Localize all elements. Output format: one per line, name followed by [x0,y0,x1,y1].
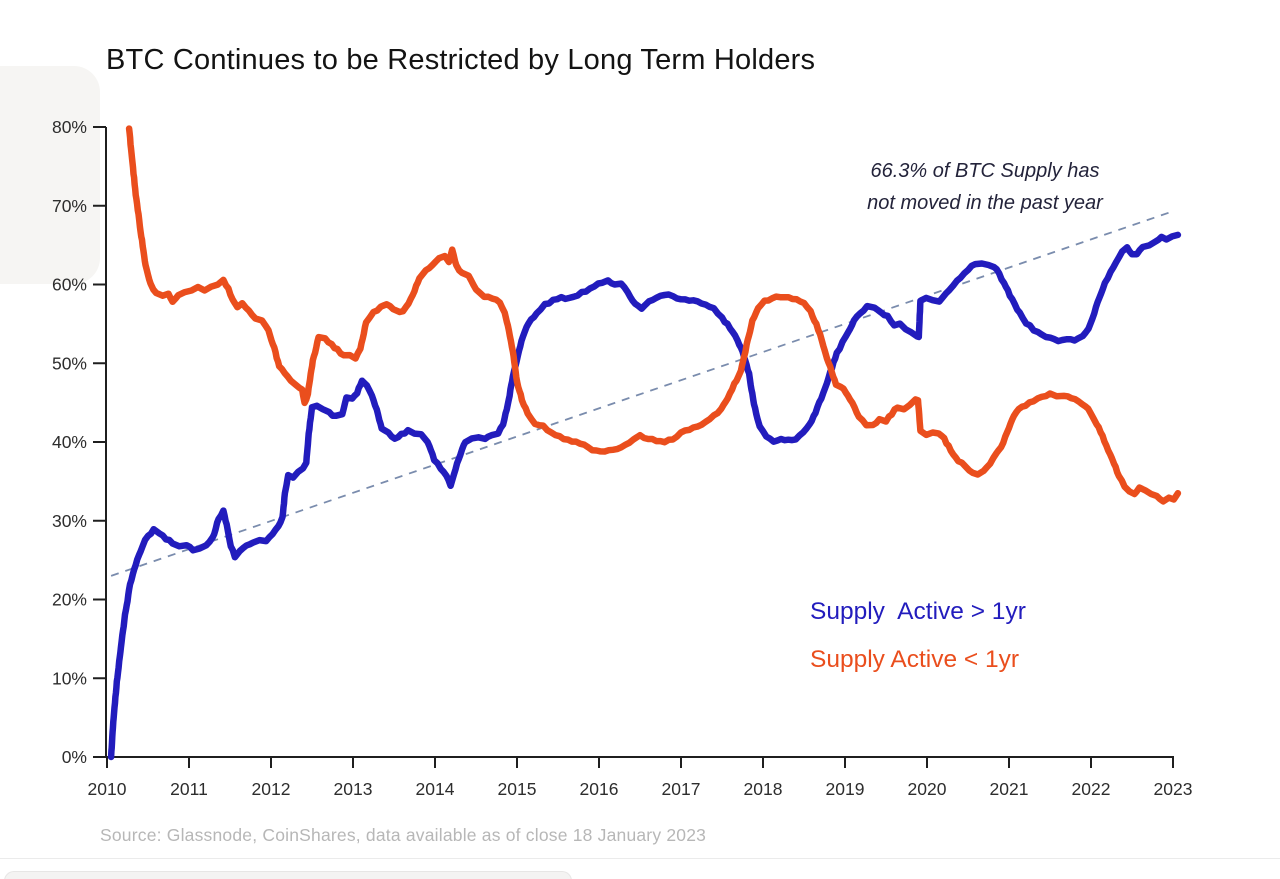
x-tick-label: 2012 [252,779,291,799]
annotation-line-1: 66.3% of BTC Supply has [870,160,1100,182]
y-tick-label: 20% [52,590,87,610]
x-tick-label: 2014 [416,779,455,799]
x-tick-label: 2022 [1072,779,1111,799]
trend-dashed-line [110,210,1174,577]
x-tick-label: 2010 [88,779,127,799]
y-tick-label: 10% [52,668,87,688]
supply-active-gt-1yr-line [107,231,1182,761]
x-tick-label: 2013 [334,779,373,799]
x-tick-label: 2021 [990,779,1029,799]
y-tick-label: 40% [52,432,87,452]
y-tick-label: 0% [62,747,87,767]
x-tick-label: 2015 [498,779,537,799]
legend-supply-active-gt-1yr: Supply Active > 1yr [810,598,1026,625]
chart-annotation: 66.3% of BTC Supply has not moved in the… [818,155,1152,219]
x-tick-label: 2018 [744,779,783,799]
x-tick-label: 2019 [826,779,865,799]
x-tick-label: 2020 [908,779,947,799]
background-artifact-top-left [0,66,100,284]
supply-active-lt-1yr-line [125,125,1182,505]
legend-supply-active-lt-1yr: Supply Active < 1yr [810,646,1020,673]
y-tick-label: 50% [52,353,87,373]
bottom-divider [0,858,1280,859]
x-tick-label: 2011 [170,779,208,799]
x-tick-label: 2016 [580,779,619,799]
annotation-line-2: not moved in the past year [867,192,1103,214]
x-tick-label: 2023 [1154,779,1193,799]
bottom-panel-artifact [4,871,572,879]
y-tick-label: 80% [52,117,87,137]
y-tick-label: 60% [52,275,87,295]
x-tick-label: 2017 [662,779,701,799]
chart-legend: Supply Active > 1yr Supply Active < 1yr [810,597,1026,675]
y-tick-label: 30% [52,511,87,531]
source-caption: Source: Glassnode, CoinShares, data avai… [100,825,707,845]
y-tick-label: 70% [52,196,87,216]
chart-title: BTC Continues to be Restricted by Long T… [106,44,816,76]
